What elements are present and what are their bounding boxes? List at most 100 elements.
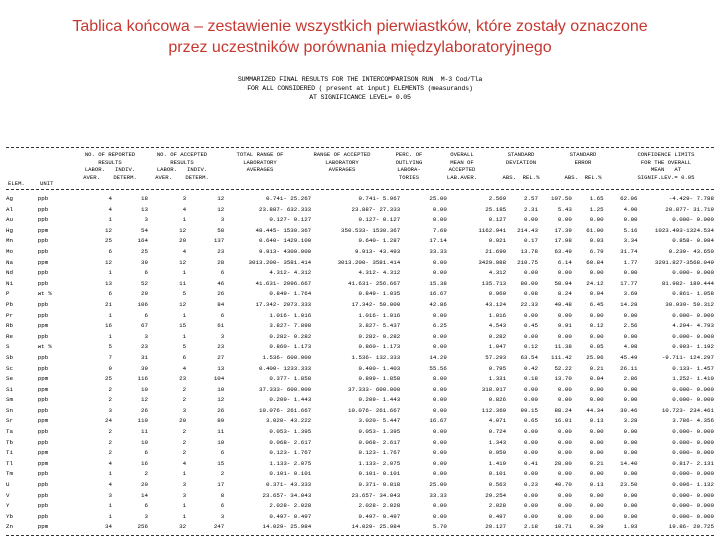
cell-ri: 23: [141, 343, 148, 351]
table-row: Tl ppm 4 16 4 15 1.133- 2.075 1.133- 2.075 0.00 1…: [6, 459, 714, 470]
cell-pc: 6.25: [432, 322, 447, 330]
cell-el: Tb: [6, 438, 13, 446]
cell-ri: 256: [137, 523, 148, 531]
cell-tr: 3013.200- 3581.414: [248, 258, 312, 266]
cell-ai: 13: [217, 364, 225, 372]
cell-ser: 39.46: [620, 406, 638, 414]
cell-sdr: 88.24: [554, 406, 572, 414]
cell-rl: 4: [108, 481, 112, 489]
table-row: Au ppb 1 3 1 3 0.127- 0.127 0.127- 0.127 0.00 0.1…: [6, 215, 714, 226]
cell-sdr: 17.98: [554, 237, 572, 245]
cell-sdr: 49.48: [554, 300, 572, 308]
cell-sda: 0.00: [524, 438, 538, 446]
cell-tr: 3.827- 7.898: [269, 322, 312, 330]
cell-ri: 12: [141, 396, 148, 404]
cell-cl: 0.858- 0.984: [672, 237, 714, 245]
cell-pc: 0.00: [432, 396, 447, 404]
cell-tr: 0.101- 0.101: [269, 470, 312, 478]
cell-sea: 0.04: [589, 290, 604, 298]
cell-ai: 26: [217, 290, 225, 298]
cell-tr: 0.497- 0.497: [269, 512, 312, 520]
cell-ser: 0.00: [623, 512, 638, 520]
cell-el: Sr: [6, 417, 13, 425]
cell-el: Pr: [6, 311, 13, 319]
cell-al: 2: [182, 396, 187, 404]
cell-sea: 0.03: [589, 237, 604, 245]
cell-el: Au: [6, 216, 13, 224]
cell-sdr: 17.39: [554, 226, 572, 234]
cell-sea: 0.00: [589, 332, 604, 340]
cell-cl: 3291.827-3568.049: [654, 258, 714, 266]
cell-pc: 0.00: [432, 343, 447, 351]
cell-sea: 6.79: [589, 247, 604, 255]
cell-sdr: 0.00: [557, 470, 572, 478]
cell-ai: 6: [220, 502, 225, 510]
cell-sda: 22.33: [520, 300, 538, 308]
cell-pc: 0.00: [432, 311, 447, 319]
cell-sea: 0.00: [589, 449, 604, 457]
cell-tr: 0.209- 1.443: [269, 396, 312, 404]
cell-al: 3: [182, 491, 187, 499]
cell-ar: 10.076- 261.667: [348, 406, 401, 414]
cell-unit: ppm: [37, 449, 49, 457]
cell-rl: 16: [104, 322, 112, 330]
cell-rl: 2: [108, 385, 112, 393]
cell-el: Sc: [6, 364, 13, 372]
cell-ar: 350.533- 1530.367: [341, 226, 401, 234]
cell-el: Pb: [6, 300, 13, 308]
cell-sea: 0.00: [589, 502, 604, 510]
cell-el: Tm: [6, 470, 13, 478]
table-row: Mn ppb 25 164 29 137 0.640- 1429.100 0.640- 1.2…: [6, 236, 714, 247]
cell-pc: 8.00: [432, 375, 447, 383]
cell-ar: 0.123- 1.767: [358, 449, 401, 457]
cell-cl: 0.133- 1.457: [672, 364, 714, 372]
cell-tr: 0.123- 1.767: [269, 449, 312, 457]
cell-ai: 10: [217, 438, 225, 446]
cell-cl: 0.000- 0.000: [672, 385, 714, 393]
table-row: Sn ppb 3 26 3 26 10.076- 261.667 10.076- 261.66…: [6, 406, 714, 417]
cell-mean: 1.419: [488, 459, 507, 467]
cell-tr: 1.016- 1.016: [269, 311, 312, 319]
cell-pc: 16.67: [429, 290, 447, 298]
cell-sea: 0.00: [589, 396, 604, 404]
cell-unit: ppb: [37, 396, 49, 404]
cell-cl: 0.861- 1.058: [672, 290, 714, 298]
table-row: Al ppb 4 13 4 12 23.887- 632.333 23.887- 27.333…: [6, 205, 714, 216]
cell-cl: 10.723- 234.461: [661, 406, 714, 414]
cell-pc: 0.00: [432, 502, 447, 510]
cell-sea: 0.00: [589, 491, 604, 499]
cell-el: Ta: [6, 428, 13, 436]
cell-cl: 0.000- 0.000: [672, 502, 714, 510]
cell-sea: 0.05: [589, 343, 604, 351]
cell-cl: 0.000- 0.000: [672, 269, 714, 277]
cell-tr: 0.741- 25.267: [265, 195, 312, 202]
cell-el: Yb: [6, 512, 13, 520]
cell-ar: 0.741- 5.967: [358, 195, 401, 202]
cell-sda: 99.15: [520, 406, 538, 414]
table-row: Ti ppm 2 6 2 6 0.123- 1.767 0.123- 1.767 0.00 0.9…: [6, 448, 714, 459]
cell-ri: 3: [144, 216, 148, 224]
cell-sda: 0.00: [524, 385, 538, 393]
cell-el: V: [6, 491, 10, 499]
table-row: Nd ppb 1 6 1 6 4.312- 4.312 4.312- 4.312 0.00 4.3…: [6, 268, 714, 279]
cell-cl: 0.000- 0.000: [672, 491, 714, 499]
cell-ser: 14.40: [620, 459, 638, 467]
cell-al: 3: [182, 406, 187, 414]
table-row: Sr ppm 24 110 20 89 3.020- 43.222 3.020- 5.447 1…: [6, 416, 714, 427]
cell-sdr: 8.24: [557, 290, 572, 298]
cell-ar: 3.827- 5.437: [358, 322, 401, 330]
cell-ar: 0.053- 1.395: [358, 428, 401, 436]
table-row: Si ppm 2 10 2 10 37.333- 600.000 37.333- 600.00…: [6, 385, 714, 396]
col-elem: ELEM.: [8, 180, 25, 187]
cell-ser: 5.16: [623, 226, 638, 234]
cell-sdr: 0.00: [557, 428, 572, 436]
cell-mean: 318.917: [481, 385, 507, 393]
cell-ri: 16: [141, 459, 148, 467]
cell-unit: ppb: [37, 406, 49, 414]
cell-sda: 13.78: [520, 247, 538, 255]
cell-sda: 0.00: [524, 311, 538, 319]
cell-al: 1: [182, 332, 187, 340]
cell-sda: 0.12: [524, 343, 538, 351]
cell-al: 3: [182, 481, 187, 489]
cell-al: 1: [182, 512, 187, 520]
